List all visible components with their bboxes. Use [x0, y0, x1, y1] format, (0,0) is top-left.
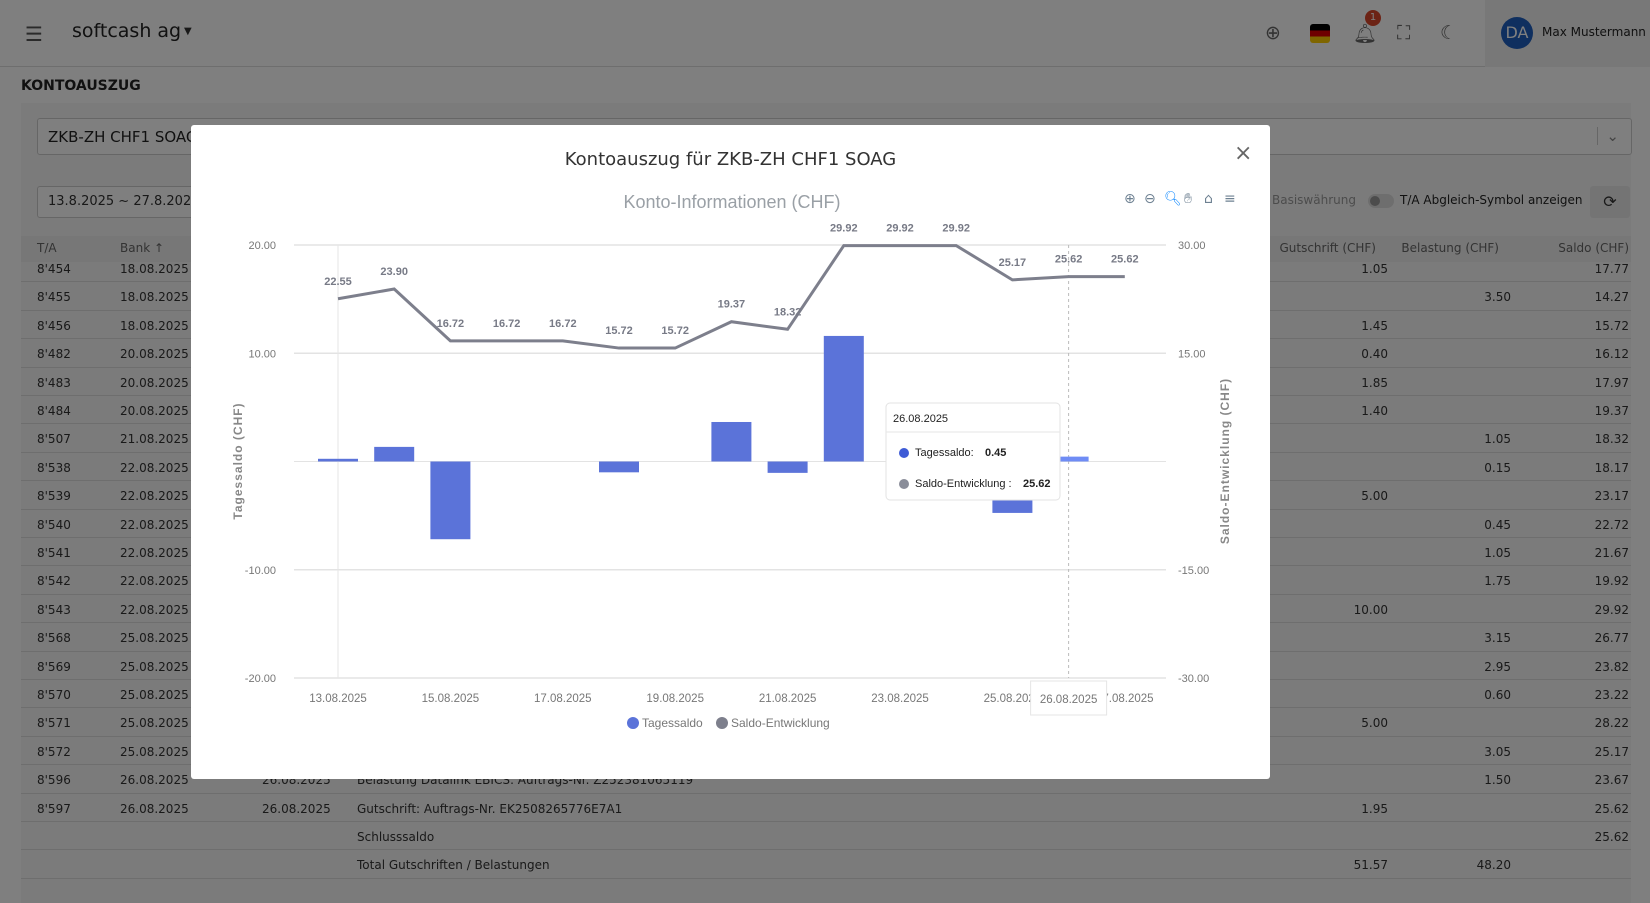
tooltip-box: [885, 402, 1061, 501]
line-saldo-entwicklung: [337, 244, 1125, 350]
bar-tagessaldo: [1048, 456, 1089, 462]
legend-tagessaldo: Tagessaldo: [642, 716, 703, 730]
y-tick-left: 10.00: [248, 348, 276, 360]
data-label: 18.32: [774, 306, 802, 318]
y-tick-right: 15.00: [1178, 348, 1206, 360]
data-label: 25.62: [1111, 254, 1139, 266]
x-tick-label: 17.08.2025: [534, 693, 592, 705]
data-label: 15.72: [605, 325, 633, 337]
y-tick-right: -15.00: [1178, 565, 1209, 577]
y-axis-label-right: Saldo-Entwicklung (CHF): [1218, 378, 1232, 544]
data-label: 23.90: [380, 266, 408, 278]
tooltip-marker-saldo: [899, 479, 909, 489]
bar-tagessaldo: [318, 458, 358, 462]
x-tick-label: 13.08.2025: [309, 693, 367, 705]
data-label: 16.72: [549, 318, 577, 330]
data-label: 25.62: [1055, 254, 1083, 266]
tooltip-value: 0.45: [985, 447, 1006, 459]
data-label: 29.92: [942, 223, 970, 235]
x-tick-label: 21.08.2025: [759, 693, 817, 705]
crosshair-label: 26.08.2025: [1040, 694, 1098, 706]
chart-modal: Kontoauszug für ZKB-ZH CHF1 SOAG × ⊕ ⊖ 🔍…: [191, 125, 1270, 779]
bar-tagessaldo: [430, 461, 471, 540]
x-tick-label: 15.08.2025: [422, 693, 480, 705]
x-tick-label: 23.08.2025: [871, 693, 929, 705]
tooltip-date: 26.08.2025: [893, 413, 948, 425]
tooltip-label: Tagessaldo:: [915, 447, 974, 459]
zoom-in-icon[interactable]: ⊕: [1124, 191, 1136, 207]
data-label: 19.37: [718, 299, 746, 311]
data-label: 22.55: [324, 276, 352, 288]
zoom-out-icon[interactable]: ⊖: [1144, 191, 1156, 207]
y-axis-label-left: Tagessaldo (CHF): [231, 402, 245, 519]
legend-marker-saldo: [716, 717, 728, 729]
tooltip-marker-tagessaldo: [899, 448, 909, 458]
chart-menu-icon[interactable]: ≡: [1224, 191, 1236, 207]
data-label: 16.72: [437, 318, 465, 330]
bar-tagessaldo: [599, 461, 639, 473]
bar-tagessaldo: [711, 421, 752, 462]
chart-title: Konto-Informationen (CHF): [623, 192, 840, 212]
x-tick-label: 25.08.2025: [984, 693, 1042, 705]
legend-marker-tagessaldo: [627, 717, 639, 729]
modal-title: Kontoauszug für ZKB-ZH CHF1 SOAG: [564, 149, 897, 170]
x-tick-label: 27.08.2025: [1096, 693, 1154, 705]
bar-tagessaldo: [374, 446, 415, 462]
data-label: 29.92: [830, 223, 858, 235]
bar-tagessaldo: [767, 461, 808, 473]
data-label: 15.72: [661, 325, 689, 337]
data-label: 16.72: [493, 318, 521, 330]
y-tick-left: -10.00: [245, 565, 276, 577]
x-tick-label: 19.08.2025: [646, 693, 704, 705]
bar-tagessaldo: [823, 335, 864, 462]
chart-svg: Konto-Informationen (CHF) 20.00 30.00 10.00…: [231, 192, 1232, 730]
selection-zoom-icon[interactable]: 🔍︎: [1164, 191, 1182, 207]
tooltip-value: 25.62: [1023, 478, 1051, 490]
y-tick-right: 30.00: [1178, 240, 1206, 252]
legend-saldo-entwicklung: Saldo-Entwicklung: [731, 716, 830, 730]
y-tick-right: -30.00: [1178, 673, 1209, 685]
home-reset-icon[interactable]: ⌂: [1204, 191, 1213, 207]
y-tick-left: 20.00: [248, 240, 276, 252]
pan-hand-icon[interactable]: ✋︎: [1184, 191, 1192, 207]
close-icon[interactable]: ×: [1234, 141, 1253, 166]
data-label: 29.92: [886, 223, 914, 235]
y-tick-left: -20.00: [245, 673, 276, 685]
tooltip-label: Saldo-Entwicklung :: [915, 478, 1012, 490]
data-label: 25.17: [999, 257, 1027, 269]
crosshair-label-box: [1030, 680, 1108, 716]
